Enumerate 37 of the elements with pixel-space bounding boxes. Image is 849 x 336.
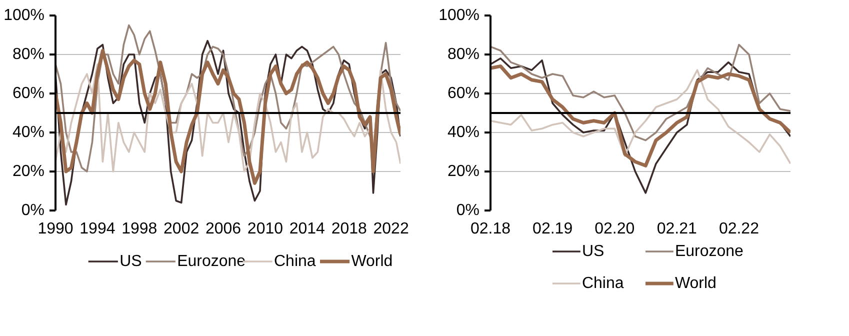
y-tick-label: 60% [447,85,480,102]
y-tick-label: 0% [21,202,44,219]
line-series [490,44,790,142]
x-tick-label: 2006 [205,220,242,238]
y-tick-label: 20% [447,163,480,180]
y-tick-label: 40% [447,124,480,141]
y-tick-label: 0% [456,202,480,219]
legend-label: China [582,275,624,292]
y-tick-label: 60% [12,85,45,102]
legend-label: US [120,253,142,270]
x-tick-label: 2018 [331,220,368,238]
x-tick-label: 2022 [373,220,409,238]
x-tick-label: 02.18 [470,220,511,238]
x-tick-label: 02.22 [718,220,760,238]
legend-label: World [674,275,716,292]
x-tick-label: 02.20 [594,220,635,238]
x-tick-label: 1998 [122,220,158,238]
legend-label: World [351,253,393,270]
line-series [56,48,400,185]
y-tick-label: 40% [12,124,45,141]
x-tick-label: 2014 [289,220,326,238]
x-tick-label: 02.19 [532,220,573,238]
y-tick-label: 80% [12,46,45,63]
x-tick-label: 02.21 [656,220,698,238]
y-tick-label: 100% [438,7,480,24]
x-tick-label: 1990 [38,220,74,238]
legend-label: China [274,253,316,270]
legend-label: Eurozone [177,253,246,270]
line-series [56,63,400,172]
legend-label: US [582,243,604,260]
x-tick-label: 2002 [164,220,200,238]
x-tick-label: 2010 [247,220,284,238]
x-tick-label: 1994 [80,220,116,238]
legend-label: Eurozone [674,243,744,260]
y-tick-label: 100% [4,7,44,24]
y-tick-label: 20% [12,163,45,180]
y-tick-label: 80% [447,46,480,63]
